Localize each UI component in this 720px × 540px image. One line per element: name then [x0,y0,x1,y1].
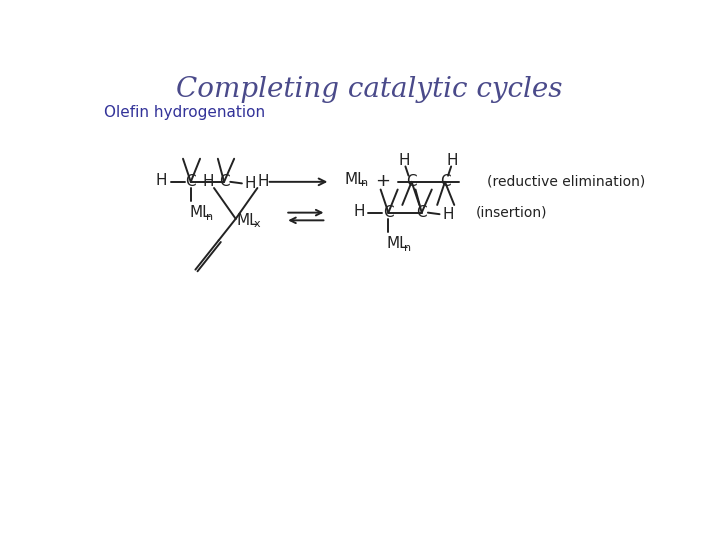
Text: (insertion): (insertion) [476,206,547,220]
Text: H: H [442,207,454,222]
Text: H: H [203,173,215,188]
Text: C: C [406,174,417,190]
Text: C: C [219,174,230,190]
Text: ML: ML [236,213,258,228]
Text: n: n [361,178,369,188]
Text: C: C [383,205,394,220]
Text: Completing catalytic cycles: Completing catalytic cycles [176,76,562,103]
Text: +: + [374,172,390,190]
Text: C: C [416,205,427,220]
Text: H: H [398,153,410,168]
Text: H: H [245,176,256,191]
Text: C: C [186,174,196,190]
Text: ML: ML [344,172,366,187]
Text: ML: ML [189,205,211,220]
Text: n: n [404,243,411,253]
Text: C: C [440,174,450,190]
Text: H: H [257,173,269,188]
Text: (reductive elimination): (reductive elimination) [487,175,645,189]
Text: H: H [354,204,364,219]
Text: Olefin hydrogenation: Olefin hydrogenation [104,105,265,120]
Text: x: x [253,219,260,229]
Text: H: H [447,153,459,168]
Text: n: n [206,212,213,222]
Text: ML: ML [387,236,408,251]
Text: H: H [156,173,167,188]
